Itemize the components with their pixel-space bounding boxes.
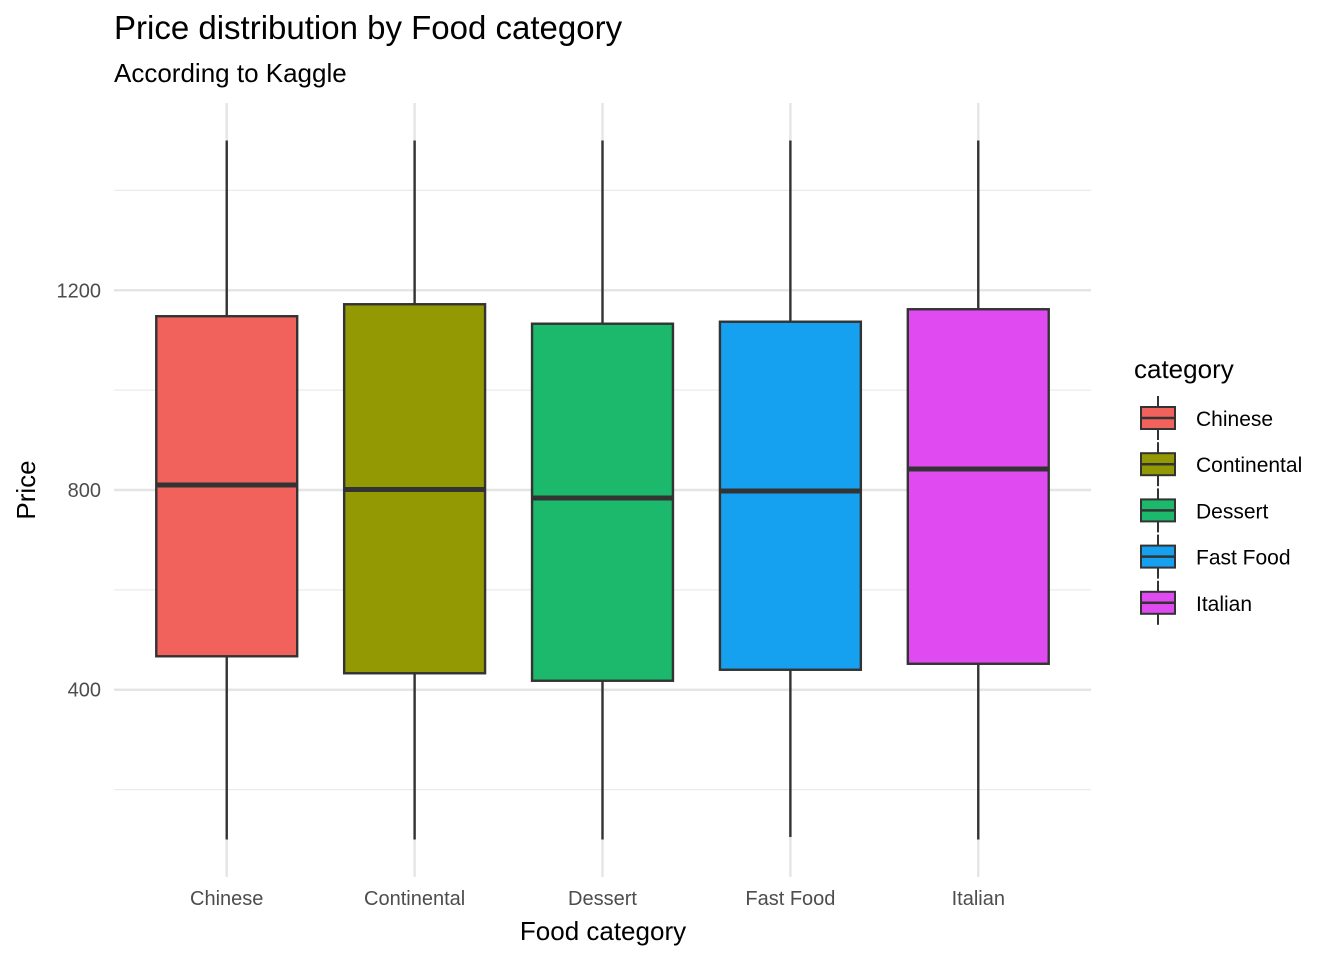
legend-label: Dessert bbox=[1196, 500, 1269, 523]
x-tick-label: Dessert bbox=[568, 888, 637, 910]
legend-item-dessert: Dessert bbox=[1140, 488, 1269, 533]
legend-item-continental: Continental bbox=[1140, 442, 1302, 487]
x-tick-label: Fast Food bbox=[745, 888, 835, 910]
box-fast-food bbox=[718, 140, 863, 838]
y-tick-label: 400 bbox=[68, 680, 101, 702]
y-tick-label: 800 bbox=[68, 480, 101, 502]
legend-title: category bbox=[1134, 354, 1234, 384]
y-tick-label: 1200 bbox=[57, 280, 102, 302]
legend-item-italian: Italian bbox=[1140, 580, 1252, 625]
box-body bbox=[530, 322, 675, 682]
box-continental bbox=[342, 140, 487, 840]
box-body bbox=[906, 308, 1050, 665]
legend-label: Continental bbox=[1196, 454, 1302, 477]
chart-subtitle: According to Kaggle bbox=[114, 58, 347, 88]
box-chinese bbox=[155, 140, 299, 840]
chart-title: Price distribution by Food category bbox=[114, 9, 623, 46]
x-tick-label: Continental bbox=[364, 888, 465, 910]
legend-label: Fast Food bbox=[1196, 547, 1291, 570]
legend-label: Chinese bbox=[1196, 408, 1273, 431]
x-axis-title: Food category bbox=[520, 916, 686, 946]
legend: category Chinese Continental Dessert Fast F… bbox=[1134, 354, 1302, 625]
box-italian bbox=[906, 140, 1050, 840]
y-axis: 400 800 1200 bbox=[57, 280, 102, 701]
legend-item-chinese: Chinese bbox=[1140, 396, 1273, 440]
legend-item-fast-food: Fast Food bbox=[1140, 534, 1291, 579]
legend-label: Italian bbox=[1196, 593, 1252, 616]
x-tick-label: Italian bbox=[952, 888, 1005, 910]
box-plots bbox=[155, 140, 1050, 840]
x-axis: Chinese Continental Dessert Fast Food Italia… bbox=[190, 888, 1005, 910]
box-body bbox=[718, 320, 863, 671]
y-axis-title: Price bbox=[11, 460, 41, 519]
box-dessert bbox=[530, 140, 675, 840]
x-tick-label: Chinese bbox=[190, 888, 263, 910]
